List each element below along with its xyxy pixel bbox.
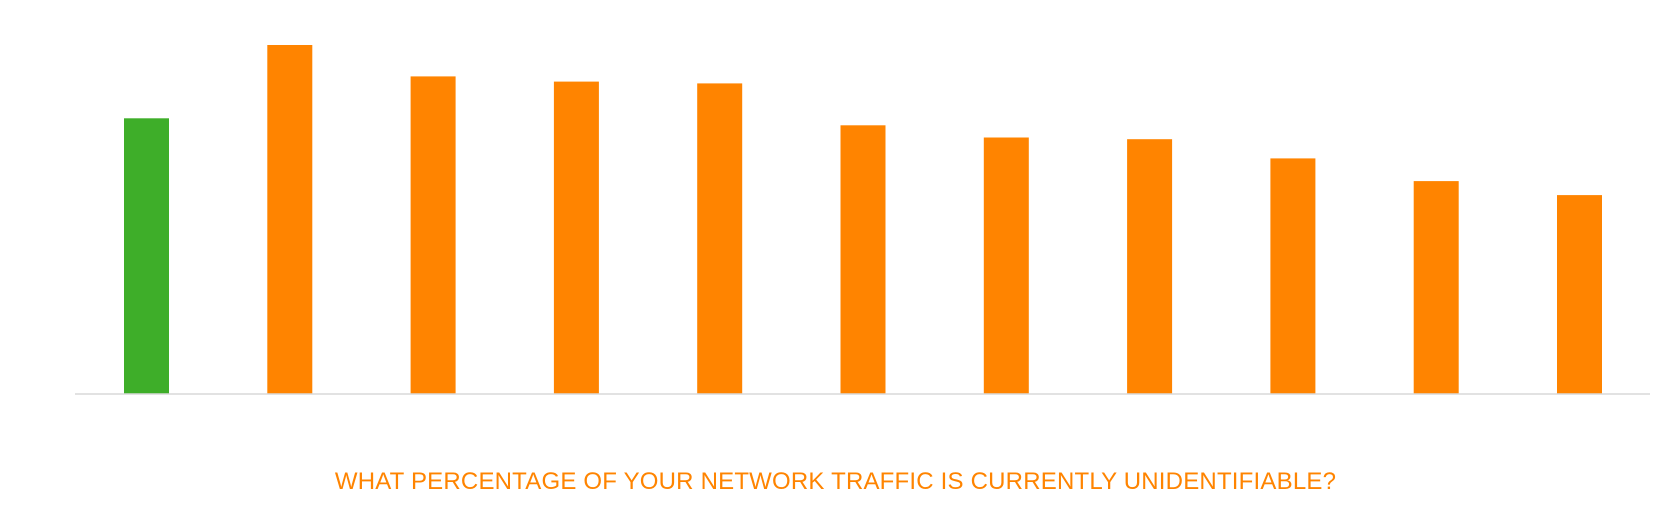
bar-2 <box>267 45 313 394</box>
bar-5 <box>697 83 743 395</box>
bar-7 <box>983 137 1029 394</box>
bar-10 <box>1413 181 1459 394</box>
bar-11 <box>1557 195 1602 394</box>
bar-9 <box>1270 158 1316 394</box>
bar-group <box>124 45 1602 395</box>
bar-1 <box>124 118 169 395</box>
bar-3 <box>410 76 456 395</box>
bar-6 <box>840 125 886 395</box>
bar-8 <box>1127 139 1173 394</box>
bar-4 <box>553 81 599 394</box>
chart-title: WHAT PERCENTAGE OF YOUR NETWORK TRAFFIC … <box>334 468 1337 495</box>
